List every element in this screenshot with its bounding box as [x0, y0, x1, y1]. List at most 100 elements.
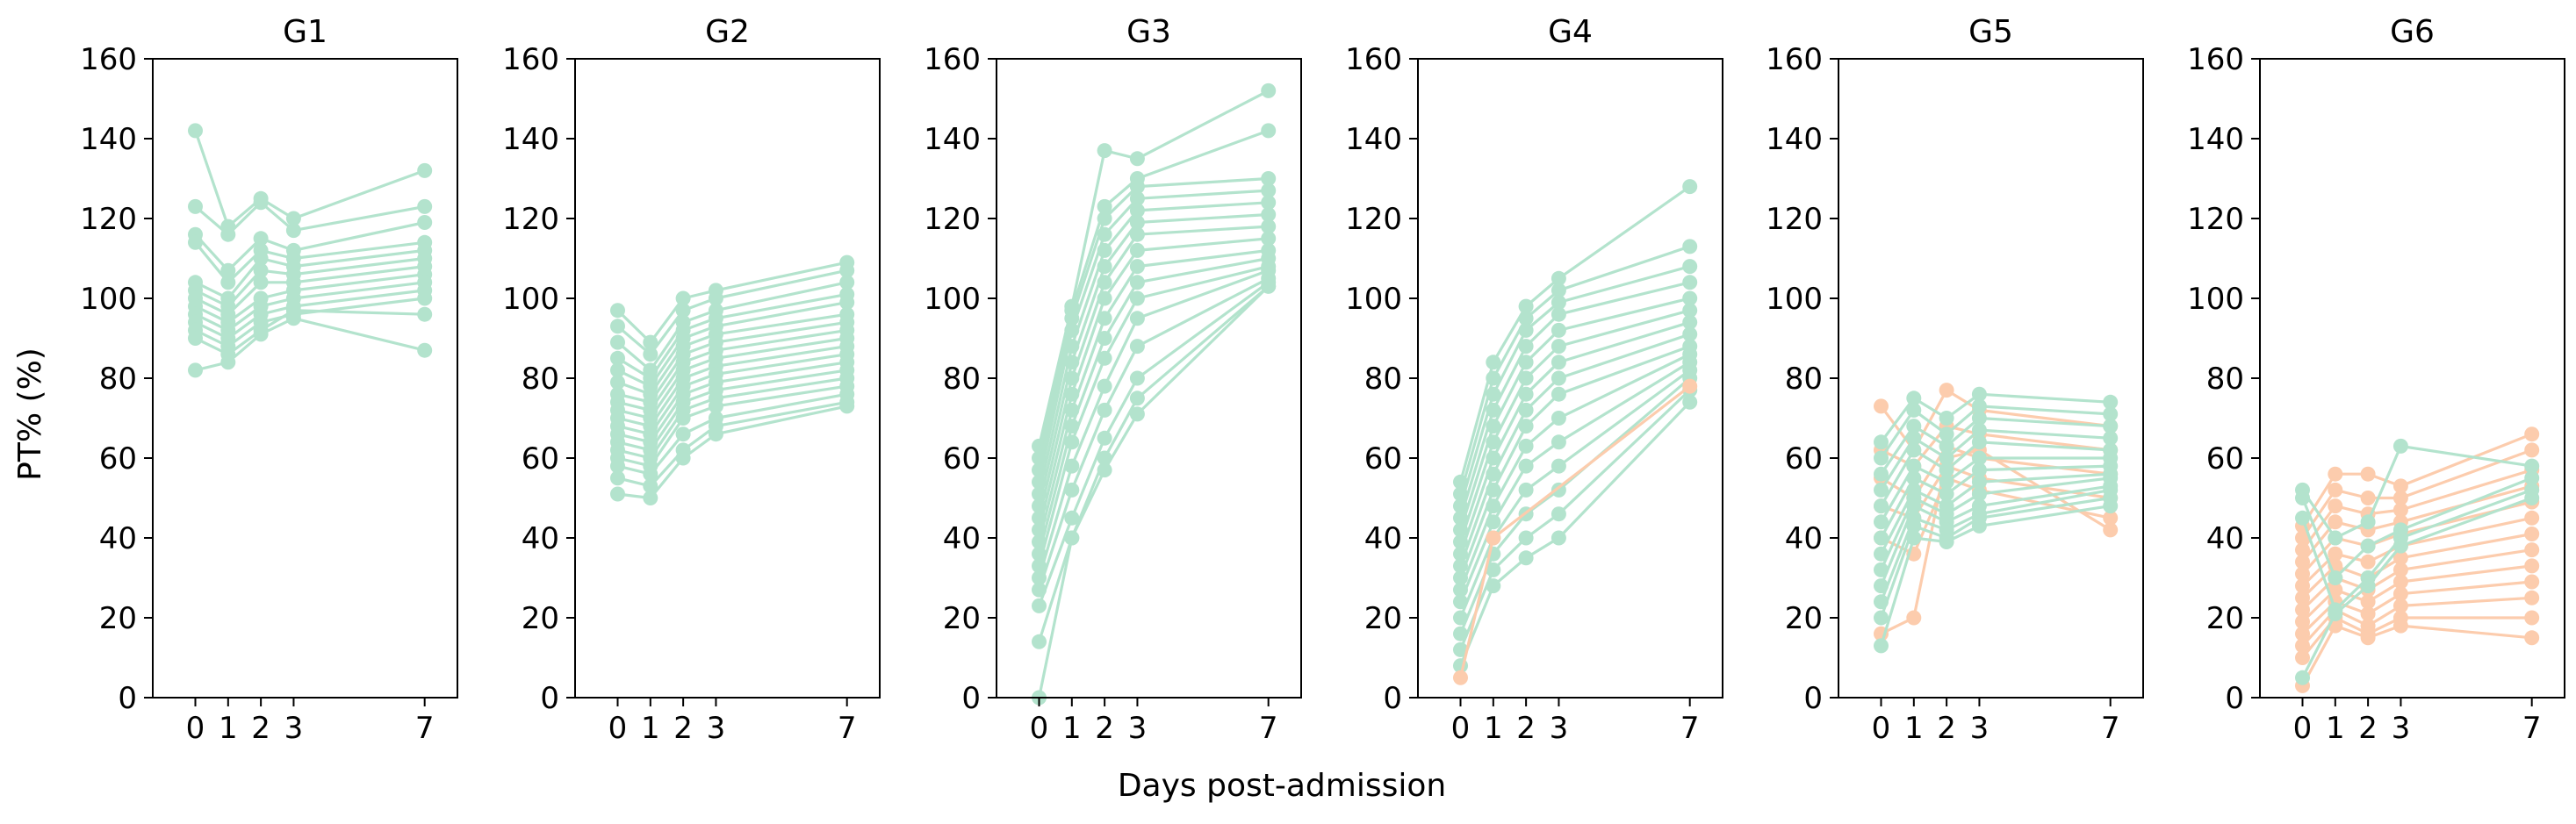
data-point	[254, 195, 269, 210]
data-point	[1097, 143, 1112, 158]
data-point	[643, 491, 658, 505]
y-tick-label: 160	[502, 42, 559, 77]
data-point	[2103, 522, 2118, 537]
data-point	[1097, 431, 1112, 446]
y-tick-label: 80	[522, 362, 559, 397]
data-point	[2524, 491, 2539, 505]
y-tick-label: 120	[1766, 202, 1823, 237]
x-tick-label: 7	[2101, 711, 2120, 746]
subplot-title: G6	[2390, 14, 2435, 50]
data-point	[1551, 434, 1566, 449]
data-point	[1097, 331, 1112, 346]
data-point	[1130, 227, 1145, 242]
data-point	[2393, 619, 2408, 634]
data-point	[2295, 670, 2310, 685]
data-point	[2524, 426, 2539, 441]
data-point	[1682, 395, 1697, 410]
data-point	[1097, 211, 1112, 226]
data-point	[610, 335, 625, 350]
data-point	[1551, 323, 1566, 338]
data-point	[1097, 351, 1112, 366]
data-point	[1064, 434, 1079, 449]
data-point	[1551, 339, 1566, 354]
data-point	[1682, 239, 1697, 254]
y-tick-label: 140	[502, 122, 559, 157]
y-tick-label: 60	[522, 441, 559, 476]
y-tick-label: 20	[1785, 601, 1823, 636]
data-point	[286, 223, 301, 238]
y-tick-label: 40	[1364, 521, 1402, 556]
x-tick-label: 1	[2326, 711, 2345, 746]
y-tick-label: 100	[1766, 282, 1823, 317]
data-point	[1682, 275, 1697, 290]
y-tick-label: 160	[924, 42, 981, 77]
y-tick-label: 80	[1364, 362, 1402, 397]
data-point	[1939, 534, 1954, 549]
y-tick-label: 20	[943, 601, 981, 636]
data-point	[2328, 606, 2342, 621]
data-point	[2328, 498, 2342, 513]
data-point	[220, 227, 235, 242]
data-point	[2361, 491, 2376, 505]
data-point	[1874, 451, 1889, 466]
data-point	[1486, 578, 1500, 593]
data-point	[1906, 611, 1921, 626]
data-point	[1874, 434, 1889, 449]
y-axis-label: PT% (%)	[12, 348, 48, 481]
y-tick-label: 100	[924, 282, 981, 317]
subplot-title: G3	[1126, 14, 1171, 50]
data-point	[2328, 570, 2342, 585]
data-point	[417, 163, 432, 178]
x-tick-label: 7	[415, 711, 435, 746]
x-tick-label: 1	[1484, 711, 1503, 746]
y-tick-label: 140	[924, 122, 981, 157]
x-tick-label: 1	[1062, 711, 1082, 746]
data-point	[1097, 243, 1112, 258]
y-tick-label: 160	[2187, 42, 2244, 77]
data-point	[188, 331, 203, 346]
data-point	[188, 235, 203, 250]
data-point	[1097, 379, 1112, 394]
data-point	[1551, 506, 1566, 521]
y-tick-label: 80	[943, 362, 981, 397]
data-point	[1551, 459, 1566, 474]
x-tick-label: 1	[1904, 711, 1924, 746]
data-point	[1097, 227, 1112, 242]
data-point	[610, 470, 625, 485]
data-point	[1906, 403, 1921, 418]
data-point	[1097, 462, 1112, 477]
data-point	[1519, 403, 1534, 418]
data-point	[1874, 611, 1889, 626]
data-point	[2524, 558, 2539, 573]
data-point	[1519, 439, 1534, 454]
data-point	[1519, 531, 1534, 546]
y-tick-label: 40	[99, 521, 137, 556]
y-tick-label: 20	[2206, 601, 2244, 636]
data-point	[188, 123, 203, 138]
data-point	[2361, 514, 2376, 529]
data-point	[1130, 391, 1145, 405]
data-point	[1519, 387, 1534, 402]
x-tick-label: 7	[2522, 711, 2542, 746]
x-tick-label: 2	[251, 711, 270, 746]
data-point	[1130, 275, 1145, 290]
y-tick-label: 80	[2206, 362, 2244, 397]
data-point	[2295, 511, 2310, 526]
x-tick-label: 2	[673, 711, 693, 746]
data-point	[417, 291, 432, 306]
y-tick-label: 40	[2206, 521, 2244, 556]
y-tick-label: 80	[1785, 362, 1823, 397]
subplot-title: G1	[283, 14, 327, 50]
data-point	[1097, 259, 1112, 274]
data-point	[417, 307, 432, 322]
data-point	[709, 426, 723, 441]
data-point	[2524, 630, 2539, 645]
y-tick-label: 60	[2206, 441, 2244, 476]
data-point	[2328, 483, 2342, 498]
data-point	[1519, 459, 1534, 474]
data-point	[417, 343, 432, 358]
x-tick-label: 2	[1095, 711, 1114, 746]
x-tick-label: 0	[1451, 711, 1471, 746]
y-tick-label: 140	[2187, 122, 2244, 157]
data-point	[254, 275, 269, 290]
